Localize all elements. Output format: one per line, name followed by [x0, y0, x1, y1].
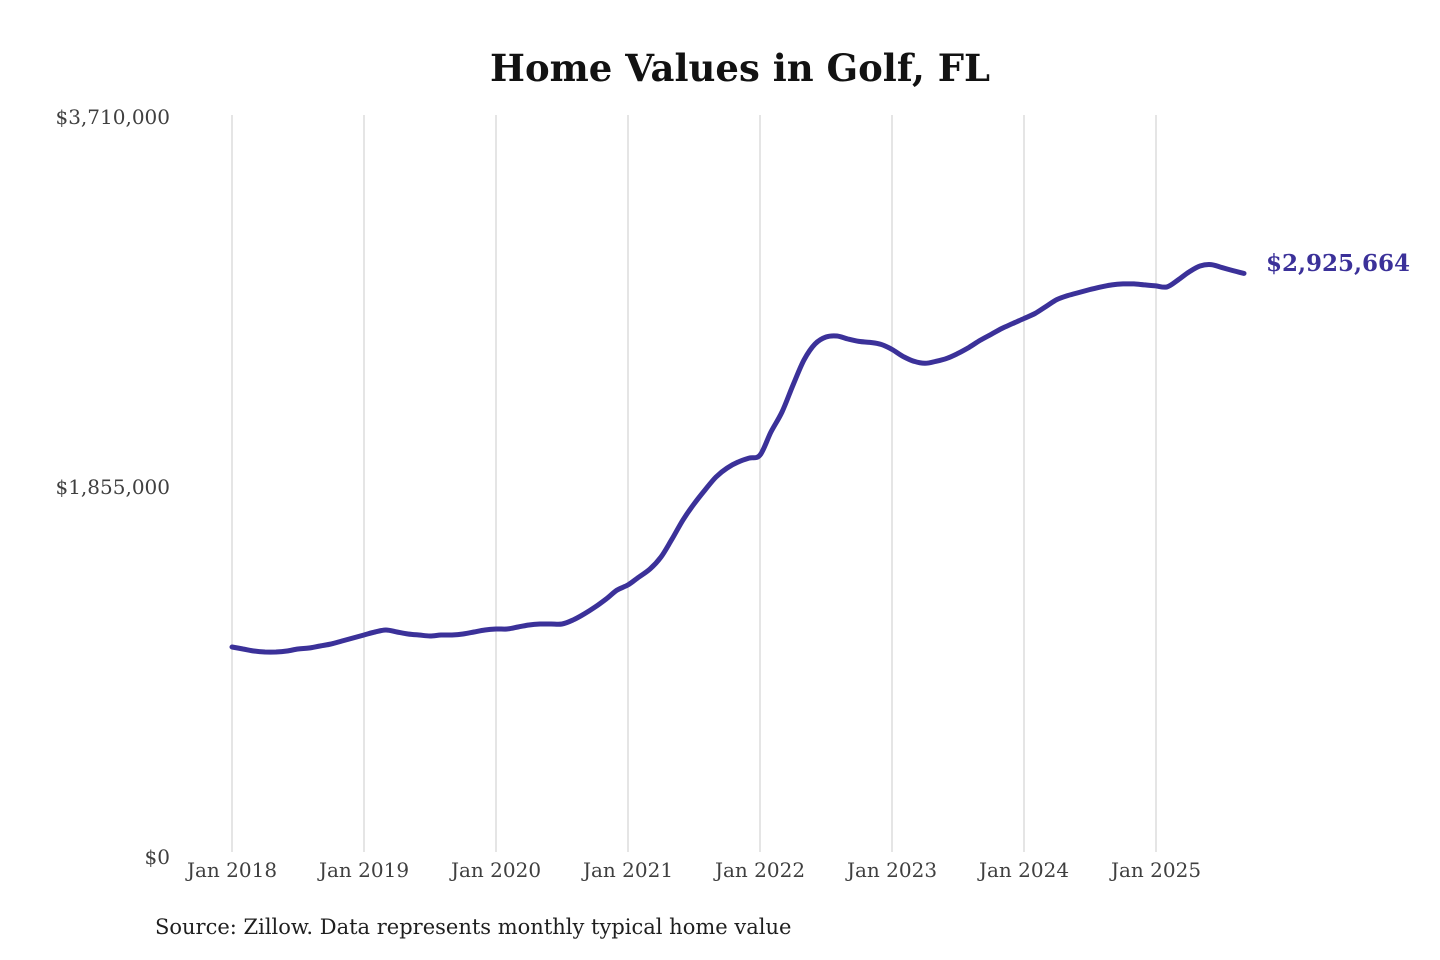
x-axis-label-jan-2025: Jan 2025	[1110, 858, 1202, 882]
x-axis-label-jan-2021: Jan 2021	[582, 858, 674, 882]
y-axis-label-zero: $0	[144, 845, 170, 869]
home-value-series-line	[229, 262, 1247, 655]
x-axis-label-jan-2018: Jan 2018	[186, 858, 278, 882]
latest-value-label: $2,925,664	[1266, 250, 1411, 277]
x-axis-label-jan-2024: Jan 2024	[978, 858, 1070, 882]
x-axis-label-jan-2023: Jan 2023	[846, 858, 938, 882]
x-axis-label-jan-2022: Jan 2022	[714, 858, 806, 882]
x-axis-label-jan-2019: Jan 2019	[318, 858, 410, 882]
chart-title: Home Values in Golf, FL	[489, 46, 991, 90]
source-note: Source: Zillow. Data represents monthly …	[155, 915, 792, 939]
y-axis-label-mid: $1,855,000	[55, 475, 170, 499]
y-axis-label-max: $3,710,000	[55, 105, 170, 129]
x-axis-label-jan-2020: Jan 2020	[450, 858, 542, 882]
